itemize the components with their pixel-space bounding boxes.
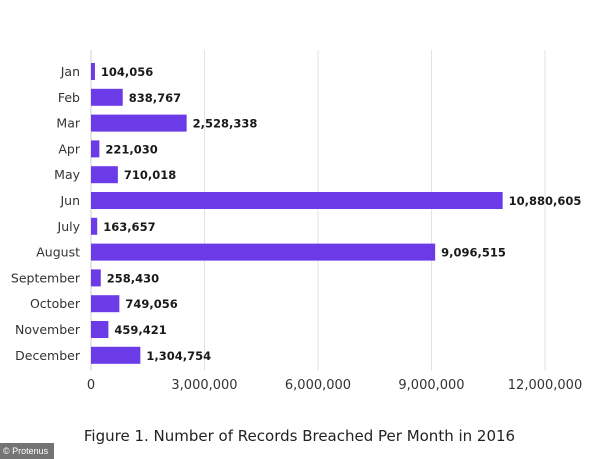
- category-label: May: [54, 167, 80, 182]
- value-label: 459,421: [114, 323, 166, 337]
- x-tick-label: 12,000,000: [508, 378, 582, 393]
- bar: [91, 140, 100, 158]
- x-tick-label: 6,000,000: [285, 378, 351, 393]
- category-label: Jun: [59, 193, 80, 208]
- bar: [91, 88, 123, 106]
- x-tick-label: 3,000,000: [171, 378, 237, 393]
- figure-caption: Figure 1. Number of Records Breached Per…: [83, 427, 516, 445]
- category-label: Jan: [60, 64, 80, 79]
- x-tick-label: 0: [87, 378, 95, 393]
- image-credit: © Protenus: [0, 443, 55, 459]
- category-label: December: [15, 348, 81, 363]
- value-label: 163,657: [103, 220, 155, 234]
- value-label: 10,880,605: [509, 194, 582, 208]
- bar: [91, 217, 98, 235]
- category-label: July: [57, 219, 81, 234]
- x-tick-label: 9,000,000: [398, 378, 464, 393]
- bar: [91, 269, 101, 287]
- bar-chart: 0 3,000,000 6,000,000 9,000,000 12,000,000 Ja…: [11, 50, 582, 393]
- value-label: 258,430: [107, 271, 159, 285]
- bar: [91, 114, 187, 132]
- value-label: 710,018: [124, 168, 176, 182]
- value-label: 838,767: [129, 91, 181, 105]
- value-label: 9,096,515: [441, 246, 506, 260]
- category-label: September: [11, 270, 81, 285]
- bar: [91, 63, 95, 80]
- category-label: October: [30, 296, 81, 311]
- value-label: 1,304,754: [146, 349, 211, 363]
- value-label: 2,528,338: [193, 117, 258, 131]
- bar: [91, 243, 436, 261]
- bar: [91, 192, 503, 209]
- bar: [91, 295, 120, 313]
- category-label: Apr: [58, 141, 80, 156]
- category-label: Feb: [58, 90, 80, 105]
- category-label: Mar: [56, 116, 80, 131]
- category-label: August: [36, 245, 80, 260]
- value-label: 221,030: [105, 142, 157, 156]
- value-label: 104,056: [101, 65, 153, 79]
- category-label: November: [15, 322, 81, 337]
- bar: [91, 346, 141, 364]
- bar: [91, 321, 109, 338]
- bar: [91, 166, 118, 184]
- value-label: 749,056: [125, 297, 177, 311]
